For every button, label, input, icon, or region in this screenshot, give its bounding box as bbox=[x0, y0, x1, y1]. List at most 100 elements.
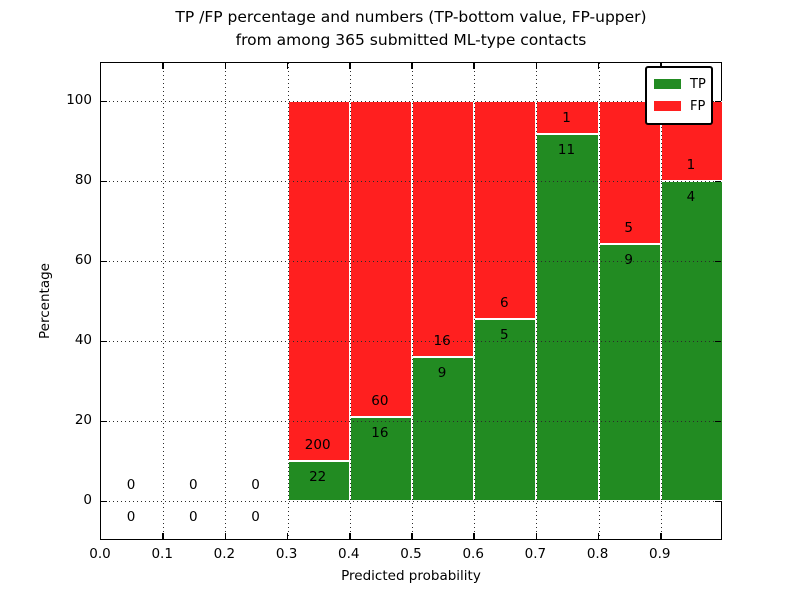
tp-bar bbox=[598, 243, 661, 501]
x-tick-mark-bottom bbox=[286, 533, 289, 539]
x-tick-label: 0.5 bbox=[400, 546, 422, 562]
tp-count-label: 9 bbox=[624, 251, 633, 268]
tp-bar bbox=[536, 134, 599, 501]
y-tick-label: 60 bbox=[74, 252, 92, 268]
legend-entry-label: FP bbox=[690, 98, 706, 114]
y-tick-label: 80 bbox=[74, 172, 92, 188]
fp-count-label: 5 bbox=[624, 219, 633, 236]
fp-count-label: 0 bbox=[189, 477, 198, 493]
y-tick-mark-right bbox=[715, 180, 721, 182]
tp-count-label: 5 bbox=[500, 327, 509, 344]
y-tick-mark-right bbox=[715, 340, 721, 342]
x-tick-mark-top bbox=[597, 63, 600, 69]
y-gridline bbox=[101, 261, 721, 262]
x-tick-mark-top bbox=[162, 63, 164, 69]
fp-bar bbox=[349, 101, 412, 417]
x-gridline bbox=[349, 63, 351, 539]
fp-count-label: 0 bbox=[251, 477, 260, 493]
x-tick-mark-bottom bbox=[473, 533, 475, 539]
x-gridline bbox=[225, 63, 227, 539]
x-tick-label: 0.6 bbox=[462, 546, 484, 562]
fp-bar bbox=[536, 101, 599, 135]
tp-count-label: 0 bbox=[251, 509, 260, 525]
x-tick-mark-top bbox=[473, 63, 475, 69]
y-tick-mark-right bbox=[715, 500, 721, 502]
y-tick-mark-right bbox=[715, 100, 721, 102]
fp-legend-swatch bbox=[654, 101, 681, 111]
x-tick-mark-bottom bbox=[349, 533, 351, 539]
tp-bar bbox=[287, 461, 350, 501]
fp-count-label: 200 bbox=[304, 437, 331, 454]
y-tick-mark-right bbox=[715, 420, 721, 422]
tp-count-label: 16 bbox=[371, 424, 389, 441]
tp-count-label: 11 bbox=[557, 142, 576, 159]
tp-bar bbox=[474, 319, 537, 501]
fp-count-label: 1 bbox=[562, 110, 571, 127]
y-tick-mark-left bbox=[101, 180, 107, 182]
y-tick-label: 40 bbox=[74, 332, 92, 348]
tp-legend-swatch bbox=[654, 79, 681, 89]
fp-count-label: 0 bbox=[126, 477, 136, 493]
chart-title: TP /FP percentage and numbers (TP-bottom… bbox=[100, 6, 722, 52]
y-gridline bbox=[101, 501, 721, 502]
x-tick-mark-top bbox=[411, 63, 413, 69]
y-tick-mark-left bbox=[101, 420, 107, 422]
y-axis-label: Percentage bbox=[37, 263, 53, 339]
y-tick-mark-left bbox=[101, 500, 107, 502]
y-tick-mark-left bbox=[101, 260, 107, 262]
chart-title-line1: TP /FP percentage and numbers (TP-bottom… bbox=[175, 8, 647, 26]
legend-entry-label: TP bbox=[690, 76, 706, 92]
legend-entry: TP bbox=[654, 73, 706, 95]
x-tick-label: 0.9 bbox=[649, 546, 671, 562]
tp-count-label: 0 bbox=[189, 509, 198, 525]
x-tick-mark-top bbox=[224, 63, 227, 69]
x-tick-mark-bottom bbox=[597, 533, 600, 539]
fp-count-label: 16 bbox=[433, 333, 451, 349]
y-tick-mark-right bbox=[715, 260, 721, 262]
x-gridline bbox=[474, 63, 476, 539]
y-gridline bbox=[101, 421, 721, 422]
x-tick-mark-top bbox=[349, 63, 351, 69]
x-tick-mark-bottom bbox=[660, 533, 662, 539]
x-tick-label: 0.2 bbox=[213, 546, 236, 562]
x-tick-mark-bottom bbox=[162, 533, 164, 539]
y-gridline bbox=[101, 181, 721, 182]
tp-count-label: 0 bbox=[126, 509, 136, 525]
y-tick-label: 100 bbox=[66, 92, 92, 108]
x-gridline bbox=[660, 63, 662, 539]
x-gridline bbox=[412, 63, 413, 539]
x-tick-mark-top bbox=[535, 63, 538, 69]
tp-bar bbox=[349, 416, 412, 501]
plot-area bbox=[100, 62, 723, 540]
y-tick-mark-left bbox=[101, 100, 107, 102]
x-tick-label: 0.8 bbox=[586, 546, 609, 562]
y-gridline bbox=[101, 101, 721, 102]
x-gridline bbox=[287, 63, 289, 539]
y-tick-label: 0 bbox=[83, 492, 92, 508]
x-tick-label: 0.4 bbox=[338, 546, 360, 562]
fp-count-label: 1 bbox=[686, 157, 696, 173]
tp-count-label: 4 bbox=[686, 189, 696, 205]
legend-entry: FP bbox=[654, 95, 706, 117]
x-tick-mark-bottom bbox=[411, 533, 413, 539]
x-gridline bbox=[598, 63, 600, 539]
fp-bar bbox=[287, 101, 350, 462]
tp-count-label: 22 bbox=[309, 469, 327, 486]
fp-bar bbox=[474, 101, 537, 320]
x-tick-label: 0.3 bbox=[275, 546, 298, 562]
fp-bar bbox=[412, 101, 475, 357]
chart-title-line2: from among 365 submitted ML-type contact… bbox=[235, 31, 587, 49]
x-axis-label: Predicted probability bbox=[341, 568, 481, 584]
x-tick-mark-bottom bbox=[224, 533, 227, 539]
legend: TP FP bbox=[645, 66, 713, 125]
x-gridline bbox=[536, 63, 538, 539]
x-tick-label: 0.7 bbox=[524, 546, 547, 562]
x-tick-mark-bottom bbox=[535, 533, 538, 539]
x-tick-label: 0.0 bbox=[89, 546, 111, 562]
y-tick-mark-left bbox=[101, 340, 107, 342]
fp-count-label: 60 bbox=[371, 392, 389, 409]
fp-count-label: 6 bbox=[500, 295, 509, 312]
y-tick-label: 20 bbox=[74, 412, 92, 428]
x-gridline bbox=[163, 63, 165, 539]
